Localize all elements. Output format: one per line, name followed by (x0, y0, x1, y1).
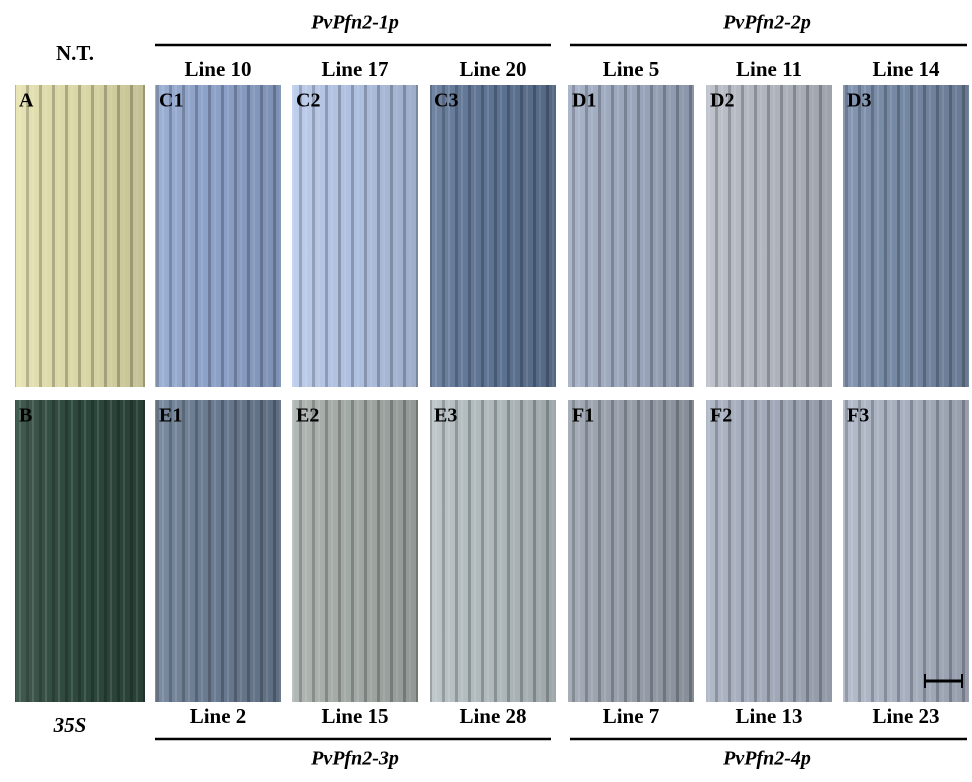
micrograph-shade (706, 85, 832, 387)
group-title: PvPfn2-4p (722, 748, 811, 770)
line-label: Line 5 (603, 57, 660, 81)
panel-letter: E2 (296, 405, 319, 427)
line-label: Line 14 (872, 57, 940, 81)
group-title: PvPfn2-1p (310, 12, 399, 34)
micrograph-shade (15, 400, 145, 702)
line-label: Line 13 (735, 704, 802, 728)
line-label: Line 23 (872, 704, 939, 728)
panel-letter: D2 (710, 90, 734, 112)
micrograph-shade (155, 85, 281, 387)
panel-letter: B (19, 405, 32, 427)
panel-letter: F2 (710, 405, 732, 427)
micrograph-shade (843, 400, 969, 702)
micrograph-shade (706, 400, 832, 702)
panel-letter: C3 (434, 90, 458, 112)
panel-letter: D1 (572, 90, 596, 112)
micrograph-shade (292, 400, 418, 702)
micrograph-shade (292, 85, 418, 387)
micrograph-shade (15, 85, 145, 387)
line-label: Line 15 (321, 704, 388, 728)
micrograph-shade (568, 400, 694, 702)
panel-letter: F1 (572, 405, 594, 427)
panel-letter: E3 (434, 405, 457, 427)
row-header: 35S (53, 713, 87, 737)
line-label: Line 20 (459, 57, 526, 81)
panel-letter: D3 (847, 90, 871, 112)
row-header: N.T. (56, 41, 94, 65)
micrograph-shade (568, 85, 694, 387)
panel-letter: C1 (159, 90, 183, 112)
panel-letter: A (19, 90, 34, 112)
line-label: Line 10 (184, 57, 251, 81)
micrograph-shade (843, 85, 969, 387)
panel-letter: E1 (159, 405, 182, 427)
line-label: Line 7 (603, 704, 660, 728)
panel-letter: C2 (296, 90, 320, 112)
group-title: PvPfn2-3p (310, 748, 399, 770)
group-title: PvPfn2-2p (722, 12, 811, 34)
line-label: Line 28 (459, 704, 526, 728)
micrograph-shade (430, 400, 556, 702)
line-label: Line 17 (321, 57, 388, 81)
micrograph-shade (430, 85, 556, 387)
panel-letter: F3 (847, 405, 869, 427)
line-label: Line 2 (190, 704, 247, 728)
line-label: Line 11 (736, 57, 802, 81)
micrograph-shade (155, 400, 281, 702)
